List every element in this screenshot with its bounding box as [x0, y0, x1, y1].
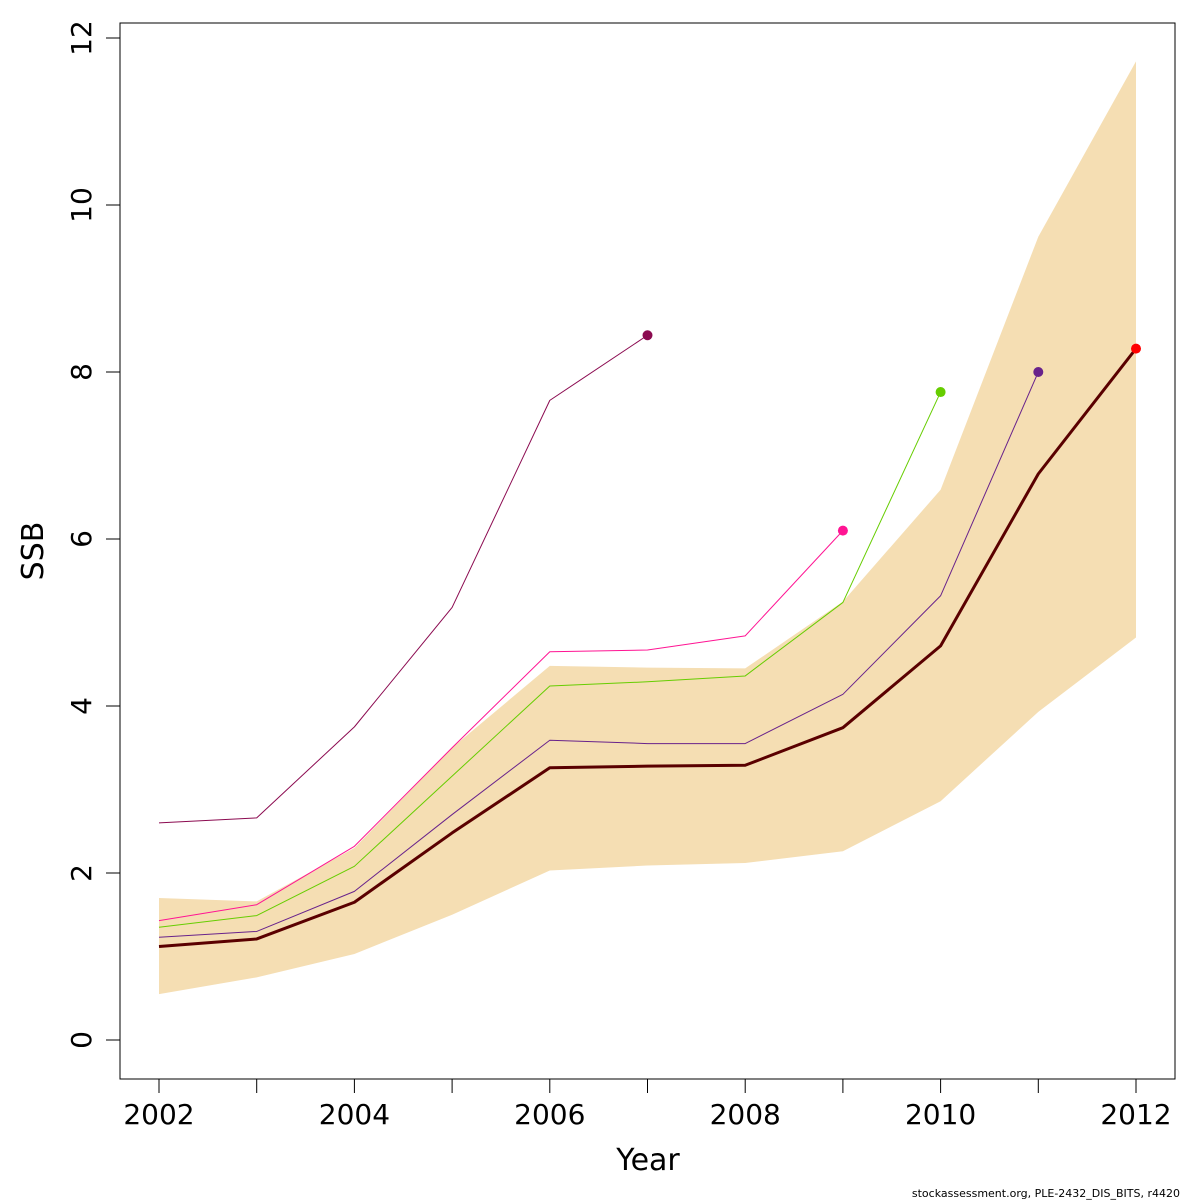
series-endpoint-2: [837, 525, 848, 536]
confidence-band: [159, 61, 1136, 995]
series-line-4: [158, 371, 1039, 938]
y-tick-label: 8: [65, 363, 98, 381]
x-tick-label: 2010: [905, 1098, 976, 1131]
y-tick-label: 12: [65, 20, 98, 56]
x-tick-label: 2002: [123, 1098, 194, 1131]
y-axis: 0 2 4 6 8 10 12: [65, 20, 121, 1049]
y-tick-label: 6: [65, 530, 98, 548]
series-line-5: [158, 347, 1138, 948]
series-endpoint-4: [1033, 367, 1044, 377]
y-tick-label: 10: [65, 187, 98, 223]
series-lines: [158, 334, 1138, 948]
x-tick-label: 2006: [514, 1098, 585, 1131]
y-tick-label: 4: [65, 697, 98, 715]
x-tick-label: 2012: [1100, 1098, 1171, 1131]
footer-credit: stockassessment.org, PLE-2432_DIS_BITS, …: [912, 1187, 1180, 1200]
x-axis: 2002 2004 2006 2008 2010 2012: [123, 1078, 1172, 1131]
series-endpoint-1: [642, 330, 653, 341]
x-tick-label: 2004: [319, 1098, 390, 1131]
series-endpoint-5: [1131, 343, 1141, 354]
confidence-band-area: [159, 61, 1136, 995]
y-tick-label: 0: [65, 1031, 98, 1049]
series-endpoint-3: [935, 387, 946, 398]
series-line-3: [158, 391, 942, 928]
x-tick-label: 2008: [710, 1098, 781, 1131]
series-line-2: [158, 530, 844, 922]
series-line-1: [158, 334, 648, 824]
y-tick-label: 2: [65, 864, 98, 882]
series-endpoints: [642, 330, 1141, 536]
y-axis-title: SSB: [16, 522, 51, 581]
x-axis-title: Year: [615, 1143, 680, 1178]
